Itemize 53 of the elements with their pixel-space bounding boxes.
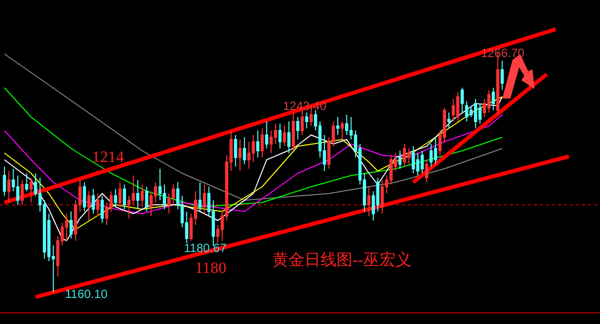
- candlestick: [20, 180, 24, 206]
- candlestick: [70, 211, 73, 239]
- candlestick: [242, 136, 246, 165]
- candlestick: [336, 116, 340, 136]
- candlestick: [122, 184, 126, 210]
- candlestick: [465, 100, 468, 122]
- candlestick: [287, 121, 290, 154]
- candlestick: [292, 112, 295, 152]
- candlestick: [278, 123, 282, 149]
- candlestick: [340, 121, 344, 140]
- candlestick: [500, 60, 504, 90]
- candlestick: [492, 87, 495, 111]
- candlestick: [398, 150, 402, 170]
- candlestick: [198, 182, 202, 212]
- candlestick: [367, 186, 370, 216]
- candlestick: [300, 110, 304, 136]
- annotation: 1214: [92, 149, 124, 166]
- candlestick: [282, 126, 286, 147]
- candlestick: [7, 170, 10, 203]
- candlestick: [296, 116, 300, 140]
- candlestick: [96, 193, 100, 216]
- candlestick: [447, 112, 450, 129]
- candlestick: [114, 188, 118, 208]
- candlestick: [487, 90, 490, 113]
- candlestick: [305, 112, 308, 129]
- candlestick: [256, 130, 260, 158]
- candlestick: [425, 159, 428, 183]
- annotation: 1180: [195, 260, 226, 277]
- candlestick: [478, 103, 482, 124]
- candlestick: [82, 182, 86, 212]
- candlestick: [238, 139, 242, 172]
- candlestick: [136, 180, 140, 210]
- candlestick: [265, 121, 268, 149]
- candlestick: [234, 134, 238, 167]
- candlestick: [100, 195, 104, 224]
- candlestick: [30, 177, 33, 203]
- candlestick: [118, 182, 122, 208]
- candlestick: [345, 114, 348, 136]
- candlestick: [145, 186, 148, 212]
- candlestick: [25, 172, 28, 192]
- candlestick: [434, 136, 438, 165]
- candlestick: [260, 128, 264, 158]
- candlestick: [474, 98, 478, 129]
- candlestick: [140, 184, 144, 208]
- candlestick: [92, 188, 95, 214]
- candlestick: [87, 190, 90, 221]
- candlestick: [202, 184, 206, 214]
- candlestick: [2, 166, 6, 196]
- text: 黄金日线图--巫宏义: [272, 250, 412, 269]
- annotation: 1160.10: [65, 287, 108, 301]
- candlestick: [460, 87, 464, 113]
- candlestick: [402, 144, 406, 167]
- candlestick: [407, 148, 410, 165]
